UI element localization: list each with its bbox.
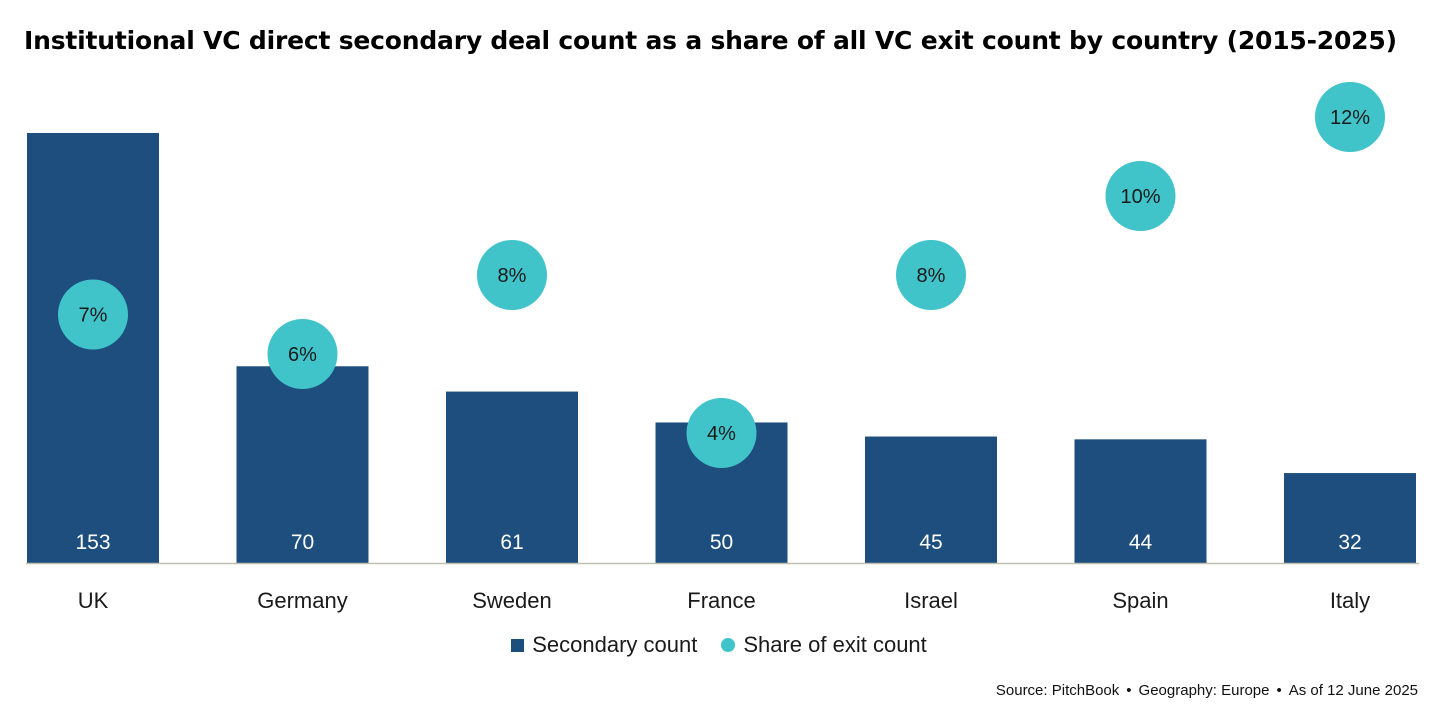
legend-item-share-of-exit-count: Share of exit count bbox=[721, 632, 927, 658]
share-value-label: 8% bbox=[498, 265, 527, 287]
source-separator: • bbox=[1276, 682, 1282, 699]
share-value-label: 6% bbox=[288, 344, 317, 366]
x-tick-label: Israel bbox=[904, 588, 958, 613]
bar-value-label: 45 bbox=[919, 531, 942, 554]
bar-israel bbox=[865, 436, 997, 563]
share-bubble-uk bbox=[58, 279, 128, 350]
share-value-label: 12% bbox=[1330, 107, 1370, 129]
legend: Secondary count Share of exit count bbox=[0, 632, 1438, 658]
legend-swatch-bar bbox=[511, 638, 525, 652]
geography-text: Geography: Europe bbox=[1138, 682, 1270, 699]
source-text: Source: PitchBook bbox=[995, 682, 1120, 699]
bubbles-layer: 7% 6% 8% 4% 8% 10% 12% bbox=[58, 82, 1385, 468]
x-tick-label: Italy bbox=[1330, 588, 1370, 613]
share-bubble-israel bbox=[896, 240, 966, 310]
source-note: Source: PitchBook • Geography: Europe • As o… bbox=[996, 682, 1418, 699]
bar-sweden bbox=[446, 391, 578, 563]
bar-germany bbox=[236, 366, 369, 563]
share-bubble-spain bbox=[1105, 161, 1176, 231]
bars-layer: 153 70 61 50 45 44 32 bbox=[27, 133, 1416, 563]
share-value-label: 4% bbox=[707, 423, 736, 445]
share-bubble-italy bbox=[1315, 82, 1385, 152]
bar-value-label: 153 bbox=[75, 531, 110, 554]
share-value-label: 10% bbox=[1120, 186, 1160, 208]
bar-value-label: 32 bbox=[1338, 531, 1361, 554]
share-bubble-sweden bbox=[477, 240, 547, 310]
legend-item-secondary-count: Secondary count bbox=[511, 632, 697, 658]
legend-swatch-bubble bbox=[721, 638, 736, 652]
x-tick-label: UK bbox=[78, 588, 109, 613]
x-tick-label: France bbox=[687, 588, 755, 613]
x-tick-label: Germany bbox=[257, 588, 347, 613]
bar-spain bbox=[1074, 439, 1207, 563]
bar-value-label: 70 bbox=[291, 531, 314, 554]
bar-value-label: 61 bbox=[500, 531, 523, 554]
chart-title: Institutional VC direct secondary deal c… bbox=[24, 26, 1397, 55]
category-labels-layer: UK Germany Sweden France Israel Spain Italy bbox=[78, 588, 1370, 613]
share-value-label: 8% bbox=[917, 265, 946, 287]
bar-value-label: 44 bbox=[1129, 531, 1153, 554]
x-tick-label: Sweden bbox=[472, 588, 552, 613]
share-bubble-germany bbox=[267, 319, 338, 389]
legend-label-share-of-exit-count: Share of exit count bbox=[743, 632, 927, 657]
bar-value-label: 50 bbox=[710, 531, 733, 554]
share-bubble-france bbox=[686, 398, 757, 468]
x-tick-label: Spain bbox=[1112, 588, 1168, 613]
source-separator: • bbox=[1126, 682, 1132, 699]
chart-plot: 153 70 61 50 45 44 32 7% 6% 8% 4% 8% 10% 12% UK Germa… bbox=[26, 82, 1419, 613]
asof-text: As of 12 June 2025 bbox=[1288, 682, 1418, 699]
legend-label-secondary-count: Secondary count bbox=[532, 632, 698, 657]
share-value-label: 7% bbox=[79, 305, 108, 327]
bar-italy bbox=[1284, 473, 1416, 563]
